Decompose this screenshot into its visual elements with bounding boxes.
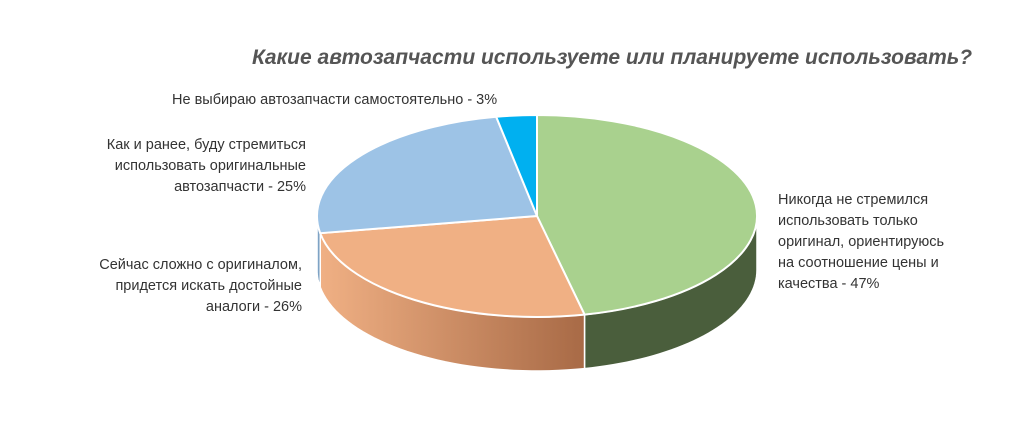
pie-slice-1 [319,215,586,319]
pie-slice-0 [536,114,758,316]
slice-label-not-choosing: Не выбираю автозапчасти самостоятельно -… [172,92,498,108]
slice-label-as-before: Как и ранее, буду стремиться использоват… [106,137,306,195]
chart-title: Какие автозапчасти используете или плани… [251,46,973,69]
pie-slice-3 [495,113,538,217]
pie-slice-2 [316,115,538,235]
slice-label-never-original: Никогда не стремился использовать только… [778,192,945,292]
slice-label-hard-to-find: Сейчас сложно с оригиналом, придется иск… [99,257,302,315]
